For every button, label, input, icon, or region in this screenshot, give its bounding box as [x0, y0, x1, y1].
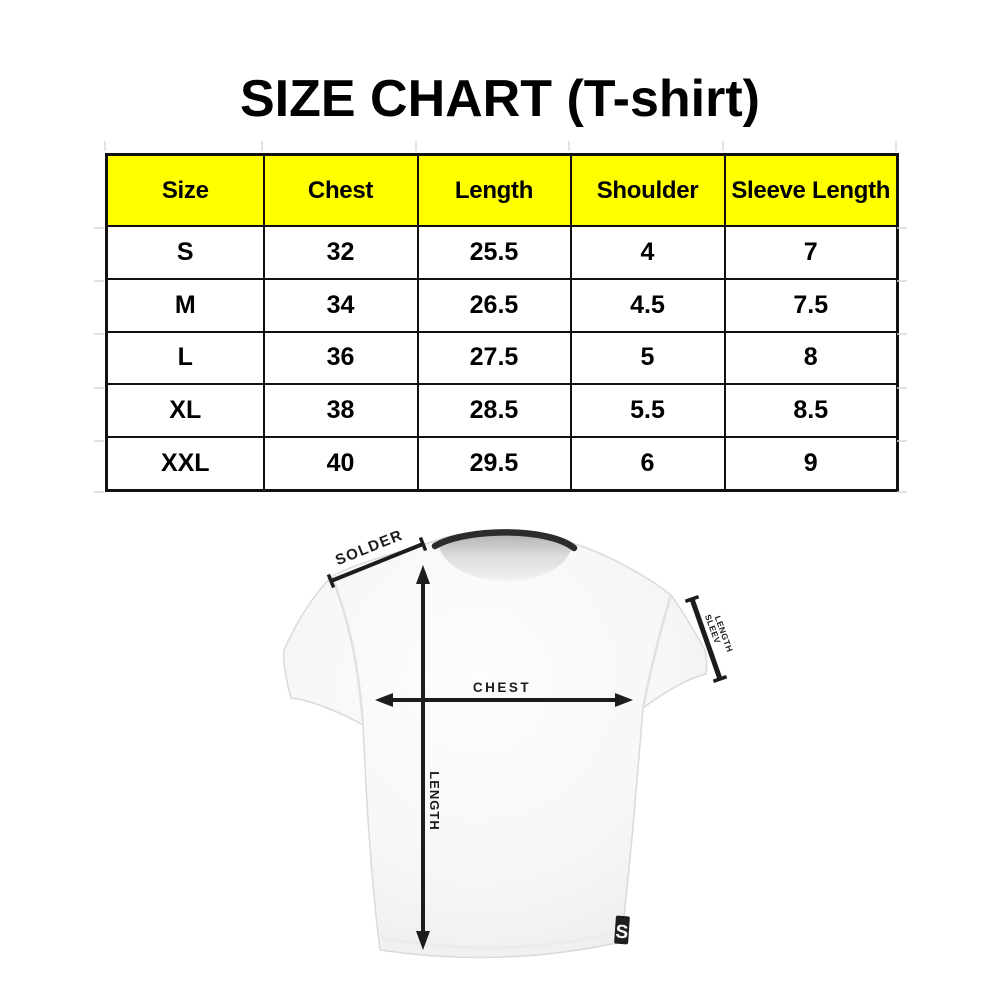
cell-chest: 34 — [262, 277, 419, 333]
cell-shoulder: 5 — [569, 330, 726, 386]
table-header-row: Size Chest Length Shoulder Sleeve Length — [105, 153, 899, 227]
chest-arrow — [375, 693, 633, 707]
cell-sleeve-length: 7 — [723, 225, 899, 280]
size-chart-table: Size Chest Length Shoulder Sleeve Length… — [105, 153, 899, 492]
col-header-length: Length — [416, 153, 572, 227]
length-label: LENGTH — [427, 771, 442, 830]
sleeve-label: SLEEV LENGTH — [703, 613, 735, 654]
cell-shoulder: 4 — [569, 225, 726, 280]
table-row-l: L 36 27.5 5 8 — [105, 330, 899, 386]
table-row-xxl: XXL 40 29.5 6 9 — [105, 436, 899, 492]
cell-sleeve-length: 8 — [723, 330, 899, 386]
cell-chest: 32 — [262, 225, 419, 280]
sleeve-label-line1: SLEEV — [703, 613, 723, 645]
cell-length: 28.5 — [416, 383, 572, 439]
cell-sleeve-length: 7.5 — [723, 277, 899, 333]
cell-length: 29.5 — [416, 436, 572, 492]
tshirt-body — [283, 530, 708, 959]
cell-size: M — [105, 277, 265, 333]
left-sleeve-seam — [330, 575, 365, 726]
cell-length: 26.5 — [416, 277, 572, 333]
svg-text:S: S — [615, 922, 629, 944]
col-header-shoulder: Shoulder — [569, 153, 726, 227]
cell-chest: 40 — [262, 436, 419, 492]
cell-length: 25.5 — [416, 225, 572, 280]
col-header-sleeve-length: Sleeve Length — [723, 153, 899, 227]
cell-chest: 36 — [262, 330, 419, 386]
cell-shoulder: 5.5 — [569, 383, 726, 439]
cell-size: L — [105, 330, 265, 386]
table-row-xl: XL 38 28.5 5.5 8.5 — [105, 383, 899, 439]
collar — [431, 529, 578, 552]
cell-length: 27.5 — [416, 330, 572, 386]
tshirt-image: S — [283, 529, 708, 959]
hem-shading — [381, 930, 620, 950]
brand-logo: S — [614, 915, 630, 945]
right-sleeve-seam — [641, 594, 673, 709]
cell-sleeve-length: 8.5 — [723, 383, 899, 439]
dimension-annotations — [326, 536, 728, 950]
cell-size: XXL — [105, 436, 265, 492]
table-row-m: M 34 26.5 4.5 7.5 — [105, 277, 899, 333]
cell-shoulder: 4.5 — [569, 277, 726, 333]
col-header-size: Size — [105, 153, 265, 227]
cell-chest: 38 — [262, 383, 419, 439]
neck-opening — [438, 535, 572, 582]
shoulder-label: SOLDER — [333, 527, 406, 570]
sleeve-dimension-line — [684, 595, 728, 683]
cell-size: S — [105, 225, 265, 280]
length-arrow — [416, 565, 430, 950]
cell-size: XL — [105, 383, 265, 439]
table-row-s: S 32 25.5 4 7 — [105, 225, 899, 280]
cell-sleeve-length: 9 — [723, 436, 899, 492]
page-title: SIZE CHART (T-shirt) — [240, 70, 760, 128]
shoulder-dimension-line — [326, 536, 428, 589]
col-header-chest: Chest — [262, 153, 419, 227]
size-chart-table-wrap: Size Chest Length Shoulder Sleeve Length… — [105, 153, 899, 492]
cell-shoulder: 6 — [569, 436, 726, 492]
sleeve-label-line2: LENGTH — [713, 614, 735, 653]
chest-label: CHEST — [473, 680, 531, 695]
